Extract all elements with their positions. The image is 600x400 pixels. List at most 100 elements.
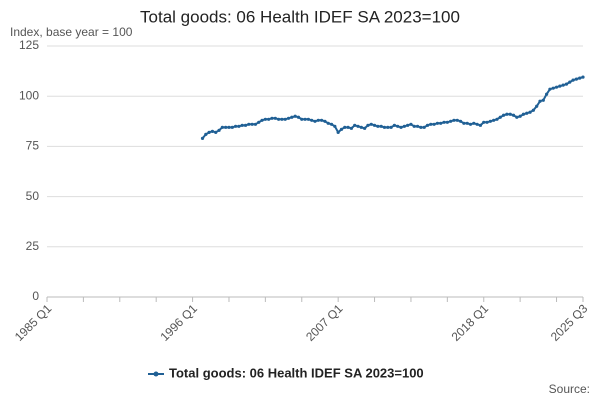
data-point [409, 122, 413, 126]
data-point [541, 98, 545, 102]
data-point [220, 125, 224, 129]
data-point [558, 84, 562, 88]
data-point [233, 124, 238, 128]
data-point [445, 120, 449, 124]
data-point [300, 117, 304, 121]
data-point [449, 119, 453, 123]
data-point [462, 121, 466, 125]
data-point [508, 112, 512, 116]
data-point [551, 86, 555, 90]
data-point [495, 117, 499, 121]
data-point [343, 125, 347, 129]
data-point [538, 99, 542, 103]
data-point [303, 117, 307, 121]
data-point [277, 117, 281, 121]
data-point [581, 75, 585, 79]
data-point [485, 120, 489, 124]
y-tick-label: 50 [26, 189, 40, 203]
y-tick-label: 75 [26, 139, 40, 153]
data-point [515, 115, 519, 119]
data-point [545, 92, 549, 96]
data-point [247, 122, 251, 126]
data-point [475, 122, 479, 126]
data-point [399, 125, 403, 129]
data-point [339, 127, 344, 131]
data-point [267, 117, 271, 121]
data-point [293, 114, 297, 118]
data-point [379, 124, 383, 128]
x-tick-label: 2018 Q1 [449, 301, 492, 344]
data-point [501, 113, 506, 117]
data-point [296, 115, 301, 119]
source: Source: [549, 382, 590, 396]
data-point [472, 121, 476, 125]
data-point [353, 123, 357, 127]
data-point [412, 124, 416, 128]
data-point [243, 123, 248, 127]
data-point [372, 123, 377, 127]
data-point [548, 87, 552, 91]
data-point [425, 123, 430, 127]
data-point [333, 124, 337, 128]
data-point [263, 117, 267, 121]
data-point [511, 113, 516, 117]
data-point [402, 124, 406, 128]
data-point [316, 118, 320, 122]
data-point [492, 118, 496, 122]
data-point [568, 80, 572, 84]
chart-title: Total goods: 06 Health IDEF SA 2023=100 [140, 7, 460, 26]
data-point [376, 124, 380, 128]
data-point [439, 121, 443, 125]
data-point [571, 78, 575, 82]
data-point [207, 130, 211, 134]
data-point [429, 122, 433, 126]
data-point [240, 123, 244, 127]
y-tick-label: 100 [19, 88, 39, 102]
data-point [442, 120, 446, 124]
data-point [346, 125, 350, 129]
data-point [356, 124, 360, 128]
data-point [452, 118, 456, 122]
data-point [366, 123, 370, 127]
data-point [382, 125, 387, 129]
data-point [323, 119, 327, 123]
data-point [574, 77, 578, 81]
data-point [237, 124, 241, 128]
data-point [419, 125, 423, 129]
data-point [363, 126, 367, 130]
legend-marker [153, 371, 159, 377]
legend-label: Total goods: 06 Health IDEF SA 2023=100 [169, 365, 424, 380]
data-point [455, 118, 459, 122]
data-point [336, 130, 340, 134]
data-point [561, 83, 565, 87]
data-point [260, 118, 264, 122]
data-point [406, 123, 410, 127]
data-point [505, 112, 509, 116]
data-point [528, 110, 532, 114]
data-point [498, 115, 502, 119]
data-point [326, 121, 330, 125]
data-point [435, 121, 440, 125]
data-point [210, 129, 215, 133]
data-point [290, 115, 294, 119]
y-tick-label: 25 [26, 239, 40, 253]
data-point [415, 124, 420, 128]
data-point [306, 117, 310, 121]
data-point [286, 116, 291, 120]
x-tick-label: 1996 Q1 [157, 301, 200, 344]
data-point [518, 114, 522, 118]
data-point [554, 85, 559, 89]
data-point [204, 132, 208, 136]
data-point [320, 118, 324, 122]
data-point [478, 123, 483, 127]
data-point [369, 122, 373, 126]
data-point [468, 122, 473, 126]
data-point [531, 108, 535, 112]
x-tick-label: 2007 Q1 [303, 301, 346, 344]
data-point [525, 111, 529, 115]
data-point [329, 122, 334, 126]
data-point [521, 112, 526, 116]
data-point [389, 125, 393, 129]
data-point [217, 128, 221, 132]
